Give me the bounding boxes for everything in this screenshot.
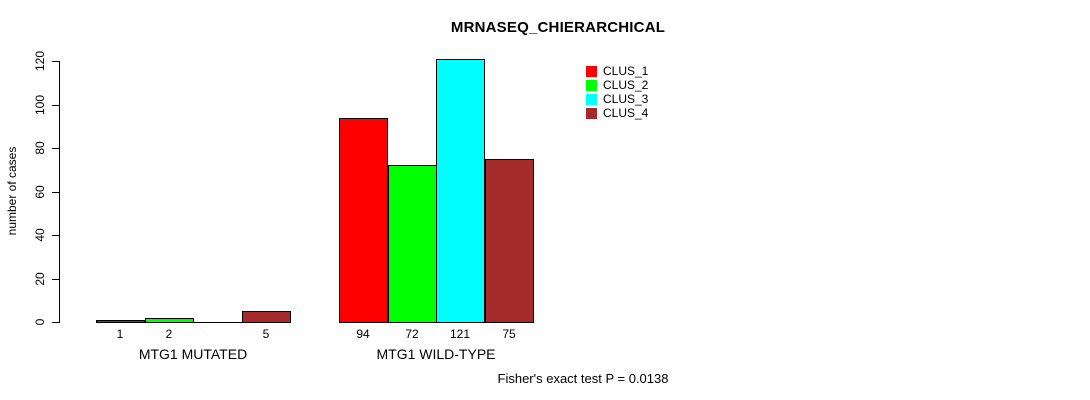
legend-label: CLUS_1 [603,64,649,78]
bar-clus_2 [388,165,437,323]
bar-clus_4 [242,311,291,323]
legend-swatch [586,93,597,105]
bar-clus_4 [485,159,534,323]
bar-clus_1 [96,320,145,323]
y-axis-tick [52,235,59,236]
legend-swatch [586,79,597,91]
y-axis-tick [52,148,59,149]
y-tick-label: 20 [33,272,47,286]
bar-value-label: 1 [116,327,124,341]
bar-clus_2 [145,318,194,323]
bar-value-label: 94 [356,327,370,341]
y-tick-label: 80 [33,141,47,155]
bar-value-label: 2 [165,327,173,341]
legend-item: CLUS_2 [586,78,648,92]
y-tick-label: 120 [33,50,47,72]
legend-label: CLUS_3 [603,92,649,106]
y-tick-label: 0 [33,318,47,326]
legend-swatch [586,65,597,77]
y-axis-tick [52,322,59,323]
legend-item: CLUS_4 [586,106,648,120]
legend-label: CLUS_2 [603,78,649,92]
legend-item: CLUS_3 [586,92,648,106]
legend-label: CLUS_4 [603,106,649,120]
y-tick-label: 40 [33,228,47,242]
legend-item: CLUS_1 [586,64,648,78]
chart-title: MRNASEQ_CHIERARCHICAL [450,19,666,36]
y-axis-tick [52,61,59,62]
y-axis-tick [52,105,59,106]
bar-value-label: 72 [405,327,419,341]
bar-clus_3 [436,59,485,323]
y-tick-label: 100 [33,94,47,116]
y-axis-tick [52,192,59,193]
legend-swatch [586,107,597,119]
bar-value-label: 5 [262,327,270,341]
bar-value-label: 75 [502,327,516,341]
bar-value-label: 121 [449,327,471,341]
y-axis-label: number of cases [5,146,19,236]
legend: CLUS_1 CLUS_2 CLUS_3 CLUS_4 [586,64,648,120]
y-tick-label: 60 [33,185,47,199]
category-label: MTG1 MUTATED [138,346,248,362]
category-label: MTG1 WILD-TYPE [376,346,496,362]
y-axis-line [59,61,60,323]
p-value-annotation: Fisher's exact test P = 0.0138 [497,371,669,386]
bar-clus_1 [339,118,388,323]
y-axis-tick [52,279,59,280]
